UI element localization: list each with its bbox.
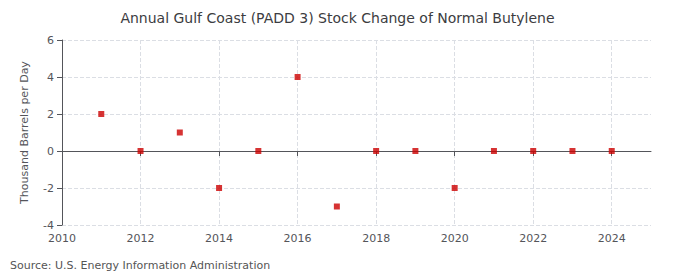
svg-text:2010: 2010 [48, 232, 76, 245]
svg-text:2024: 2024 [598, 232, 626, 245]
svg-text:0: 0 [47, 145, 54, 158]
svg-text:2: 2 [47, 108, 54, 121]
svg-text:Annual Gulf Coast (PADD 3) Sto: Annual Gulf Coast (PADD 3) Stock Change … [120, 10, 554, 26]
svg-text:-4: -4 [43, 219, 54, 232]
svg-text:2016: 2016 [284, 232, 312, 245]
svg-text:Thousand Barrels per Day: Thousand Barrels per Day [18, 61, 31, 205]
svg-text:4: 4 [47, 71, 54, 84]
svg-text:2012: 2012 [127, 232, 155, 245]
svg-text:2014: 2014 [205, 232, 233, 245]
svg-text:-2: -2 [43, 182, 54, 195]
svg-text:Source: U.S. Energy Informatio: Source: U.S. Energy Information Administ… [10, 259, 270, 272]
svg-text:2020: 2020 [441, 232, 469, 245]
svg-text:2022: 2022 [519, 232, 547, 245]
svg-text:2018: 2018 [362, 232, 390, 245]
svg-text:6: 6 [47, 34, 54, 47]
